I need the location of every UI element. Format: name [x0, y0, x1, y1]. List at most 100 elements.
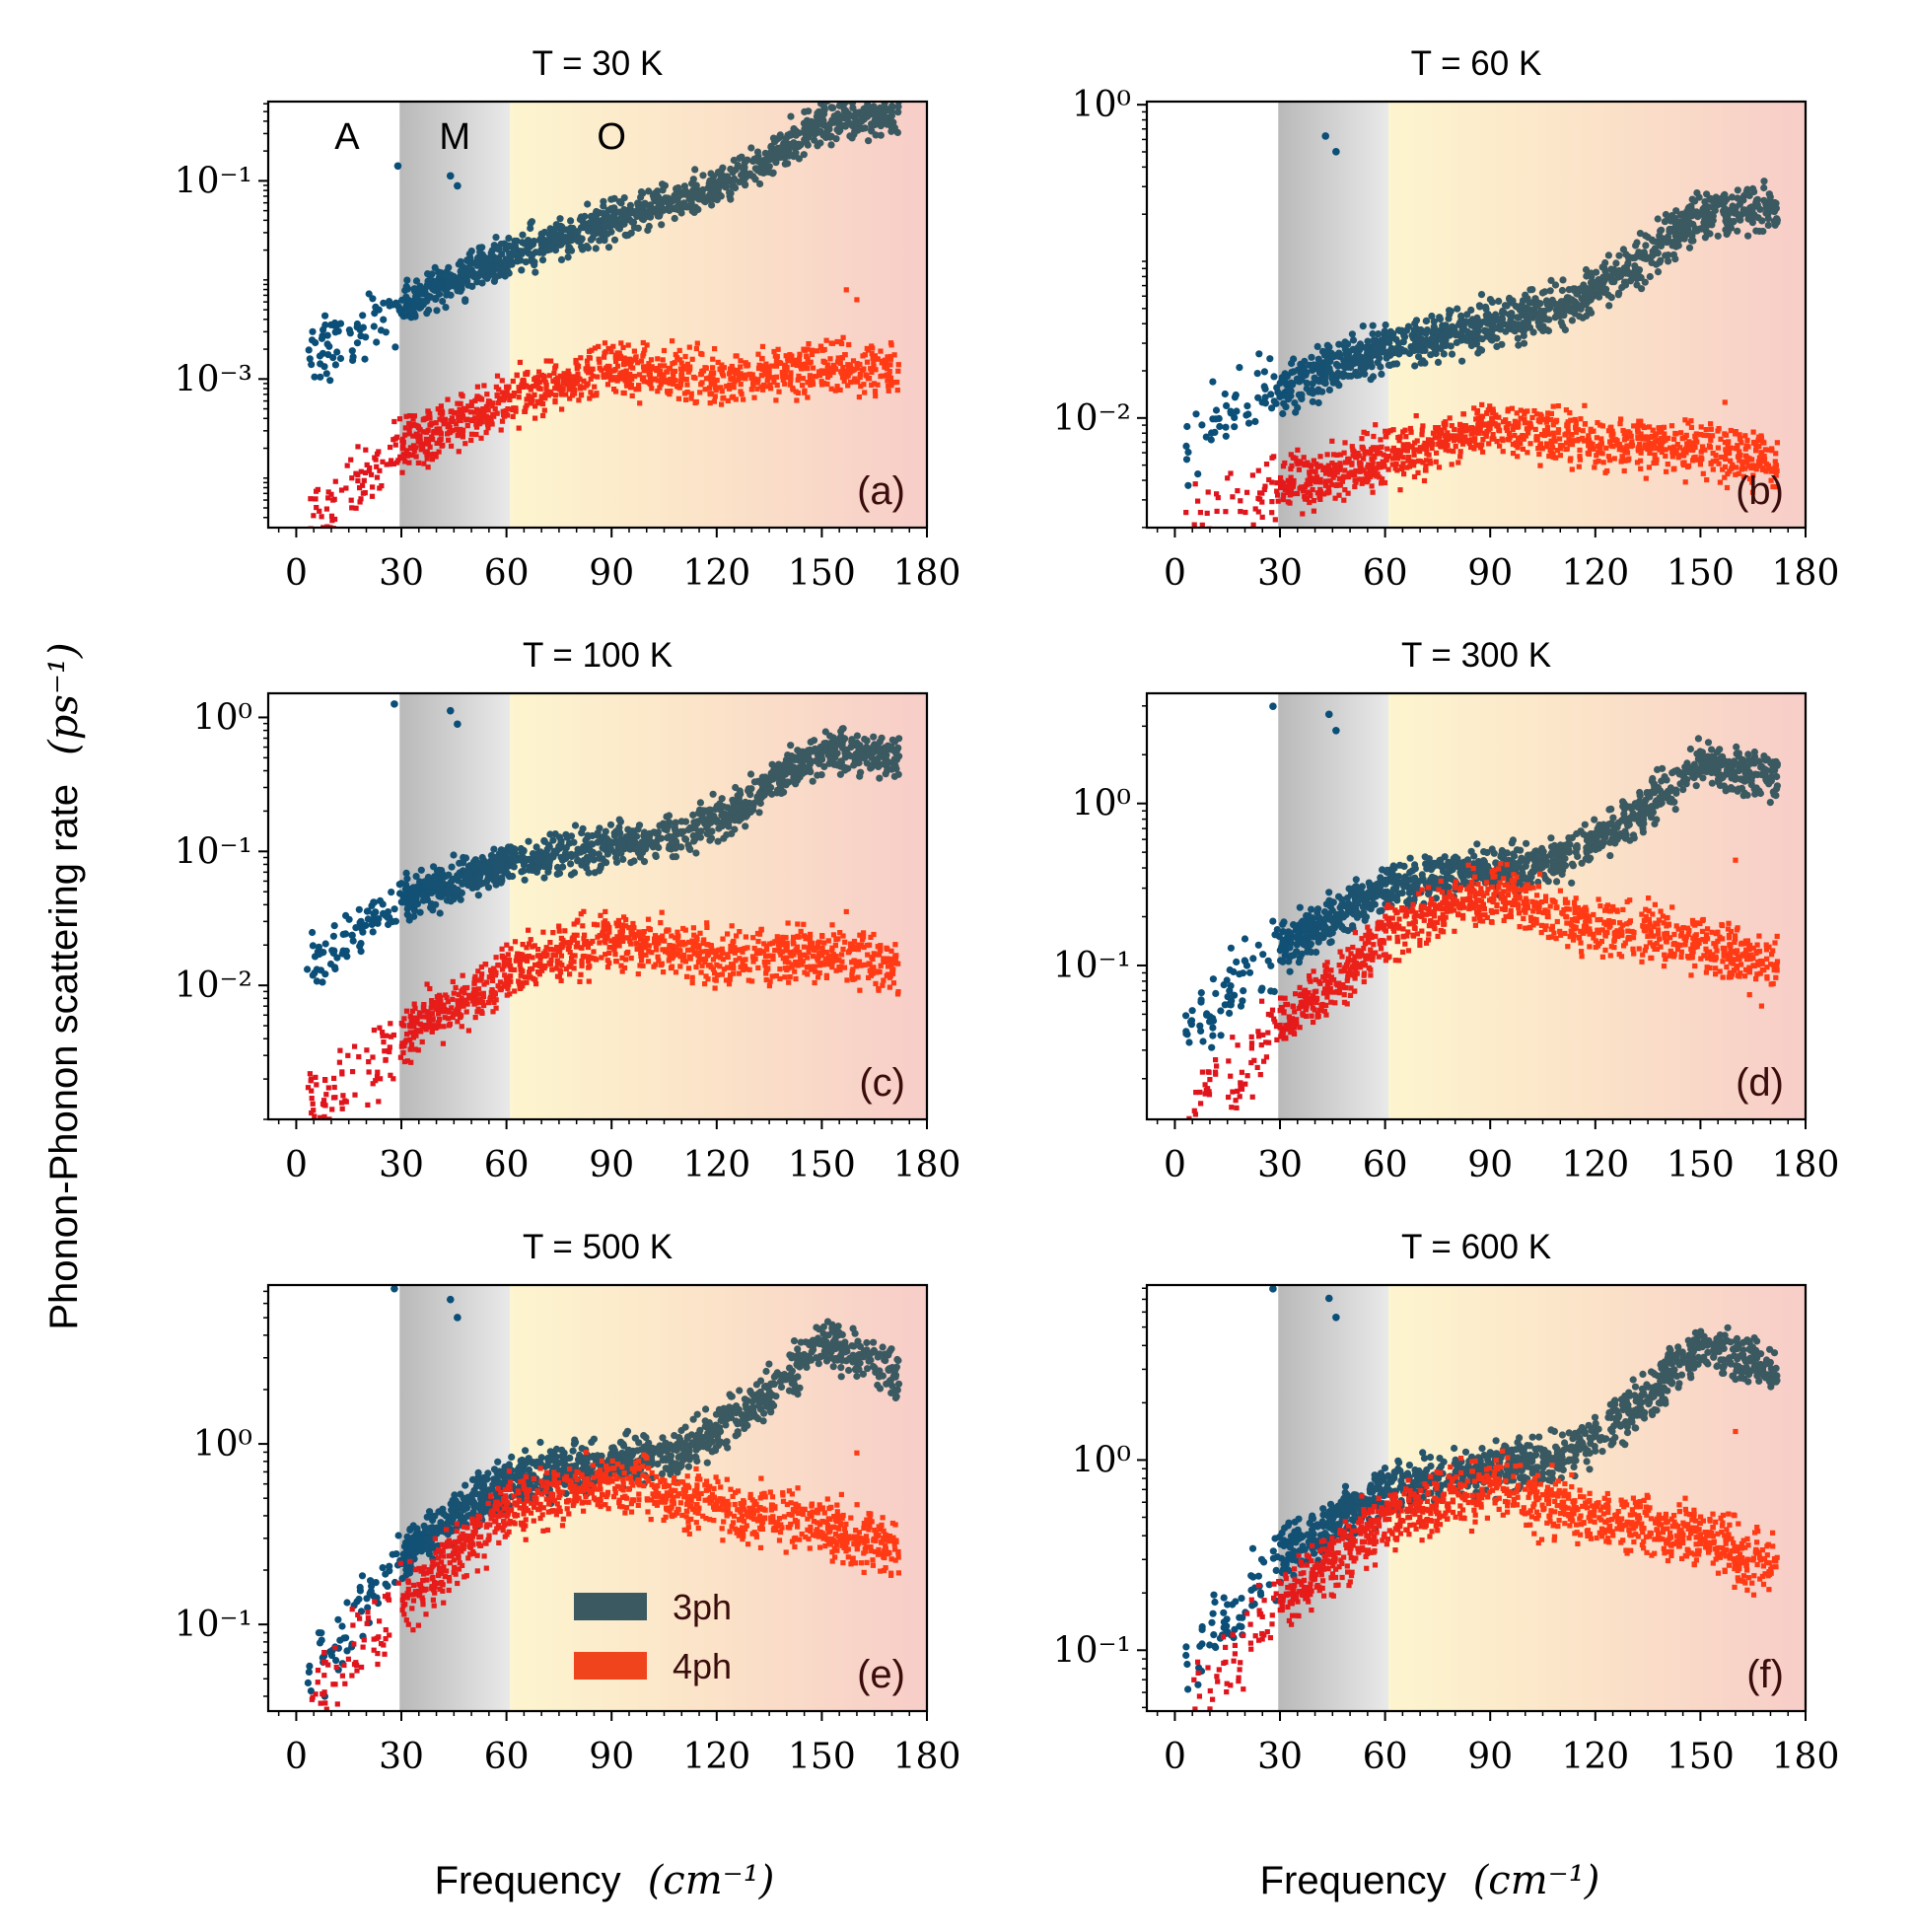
point-4ph — [646, 361, 652, 367]
point-4ph — [874, 356, 880, 362]
point-3ph — [777, 144, 785, 152]
point-4ph — [1528, 424, 1534, 430]
point-4ph — [862, 390, 868, 395]
point-4ph — [1477, 422, 1483, 429]
point-4ph — [1191, 533, 1196, 537]
point-4ph — [441, 421, 447, 427]
point-4ph — [439, 411, 445, 417]
region-label-a: A — [334, 116, 360, 158]
point-4ph — [1480, 449, 1486, 455]
point-4ph — [1411, 459, 1417, 465]
point-4ph — [1329, 438, 1335, 444]
point-4ph — [1449, 423, 1455, 429]
point-4ph — [1709, 433, 1716, 439]
point-4ph — [1446, 448, 1452, 454]
point-4ph — [357, 499, 363, 505]
point-4ph — [1750, 429, 1756, 435]
point-4ph — [1550, 422, 1556, 428]
point-3ph — [479, 254, 487, 262]
point-4ph — [1489, 421, 1495, 427]
point-3ph — [851, 123, 859, 131]
point-3ph — [857, 768, 865, 776]
point-4ph — [1544, 444, 1550, 450]
point-3ph — [1261, 394, 1269, 401]
point-4ph — [1457, 449, 1463, 455]
point-3ph — [1598, 263, 1607, 271]
point-3ph — [1326, 357, 1334, 365]
point-4ph — [743, 376, 748, 382]
point-4ph — [857, 374, 863, 381]
point-3ph — [1730, 217, 1738, 226]
point-4ph — [727, 371, 733, 377]
point-4ph — [610, 343, 616, 349]
point-4ph — [608, 349, 614, 355]
point-4ph — [1770, 483, 1776, 490]
point-4ph — [641, 375, 647, 381]
point-3ph — [1341, 338, 1349, 346]
point-4ph — [589, 347, 595, 353]
point-4ph — [657, 363, 664, 369]
point-3ph — [1212, 406, 1221, 414]
point-4ph — [1569, 432, 1575, 438]
point-3ph — [537, 241, 545, 249]
point-4ph — [1762, 447, 1768, 453]
point-4ph — [1664, 468, 1669, 474]
point-4ph — [1287, 479, 1293, 485]
point-4ph — [1401, 471, 1407, 477]
point-3ph — [787, 742, 795, 750]
point-3ph — [659, 180, 667, 188]
point-3ph — [1507, 297, 1515, 305]
point-4ph — [1690, 440, 1696, 446]
point-3ph — [721, 182, 729, 190]
point-4ph — [1473, 442, 1479, 448]
point-3ph — [1631, 266, 1639, 274]
point-4ph — [1647, 424, 1653, 430]
x-axis-label-left-units: (cm⁻¹) — [648, 1858, 775, 1903]
point-4ph — [1465, 438, 1471, 444]
point-4ph — [406, 460, 412, 465]
point-4ph — [671, 374, 676, 380]
point-4ph — [473, 406, 479, 412]
point-4ph — [895, 368, 901, 374]
region-o-band — [510, 102, 927, 528]
point-4ph — [1454, 436, 1459, 442]
point-4ph — [707, 400, 713, 406]
point-4ph — [1422, 467, 1429, 473]
point-4ph — [1317, 476, 1323, 482]
point-4ph — [683, 377, 689, 383]
point-4ph — [1681, 453, 1687, 459]
point-3ph — [429, 285, 437, 293]
point-3ph — [369, 295, 377, 303]
point-3ph — [463, 256, 471, 264]
point-4ph — [355, 478, 361, 484]
point-4ph — [1402, 427, 1408, 433]
point-4ph — [1649, 446, 1655, 452]
point-3ph — [359, 312, 367, 320]
point-4ph — [1215, 495, 1221, 501]
point-3ph — [1662, 251, 1669, 259]
point-3ph — [1283, 373, 1291, 381]
point-3ph — [727, 165, 735, 174]
point-4ph — [1476, 430, 1482, 436]
point-4ph — [1439, 444, 1445, 450]
point-4ph — [1682, 435, 1688, 441]
point-4ph — [771, 379, 777, 385]
point-4ph — [1753, 444, 1759, 450]
point-3ph — [1267, 391, 1275, 398]
point-4ph — [712, 346, 718, 352]
point-4ph — [472, 409, 478, 415]
point-4ph — [640, 353, 646, 359]
point-4ph — [1462, 434, 1468, 440]
point-4ph — [1437, 439, 1443, 445]
point-3ph — [1421, 359, 1429, 367]
point-4ph — [1228, 470, 1234, 476]
point-3ph — [1576, 285, 1584, 293]
point-4ph — [360, 482, 366, 488]
point-4ph — [625, 342, 631, 348]
point-3ph — [1622, 269, 1630, 277]
point-3ph — [1216, 422, 1224, 431]
point-4ph — [766, 370, 772, 376]
point-4ph — [692, 375, 698, 381]
point-4ph — [511, 393, 517, 399]
point-4ph — [1353, 455, 1359, 461]
